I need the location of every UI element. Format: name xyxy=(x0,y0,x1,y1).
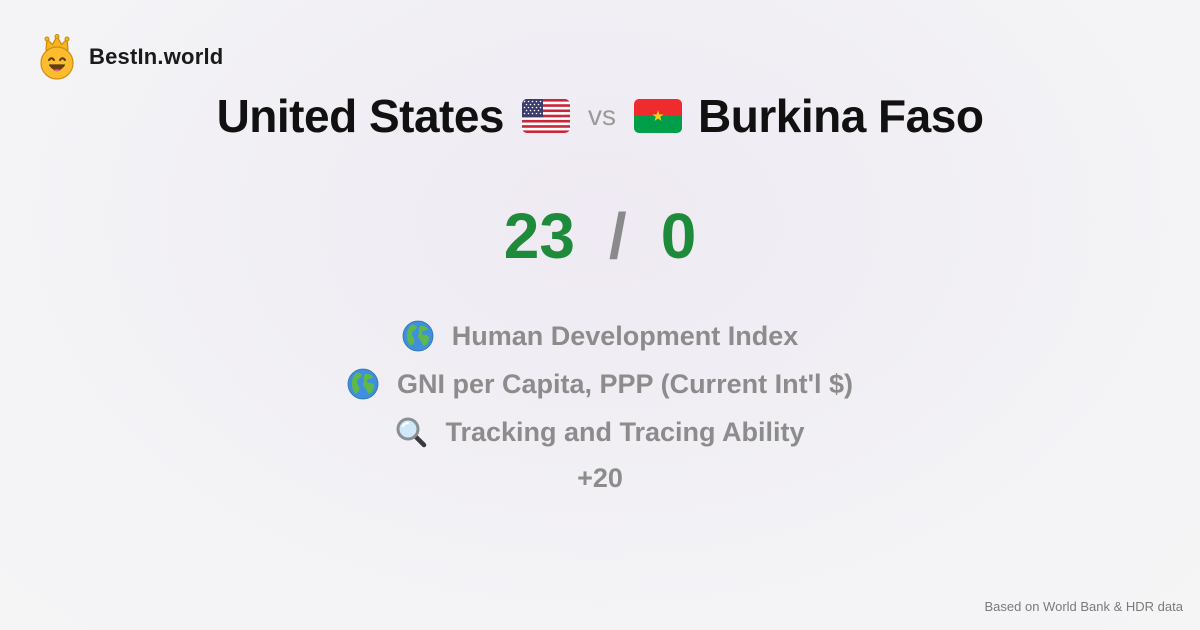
metric-item: Human Development Index xyxy=(0,312,1200,360)
magnifying-glass-icon xyxy=(396,417,427,448)
brand-name: BestIn.world xyxy=(89,44,224,69)
comparison-title: United States vs Burkina Faso xyxy=(0,86,1200,146)
left-score: 23 xyxy=(503,200,575,272)
metric-item: GNI per Capita, PPP (Current Int'l $) xyxy=(0,360,1200,408)
metric-label: GNI per Capita, PPP (Current Int'l $) xyxy=(397,368,853,399)
burkina-faso-flag-icon xyxy=(634,99,683,133)
right-country-name: Burkina Faso xyxy=(698,90,984,142)
metric-label: Human Development Index xyxy=(451,320,799,351)
score: 23 / 0 xyxy=(0,196,1200,276)
brand[interactable]: BestIn.world xyxy=(38,34,223,80)
smiling-face-crown-icon xyxy=(40,34,74,80)
globe-icon xyxy=(402,320,434,352)
data-source-note: Based on World Bank & HDR data xyxy=(984,599,1183,614)
more-metrics-count: +20 xyxy=(577,463,623,493)
vs-label: vs xyxy=(588,100,617,131)
us-flag-icon xyxy=(522,99,571,133)
right-score: 0 xyxy=(660,200,697,272)
metric-item: Tracking and Tracing Ability xyxy=(0,408,1200,456)
left-country-name: United States xyxy=(216,90,505,142)
globe-icon xyxy=(347,368,379,400)
score-separator: / xyxy=(608,200,627,272)
metric-label: Tracking and Tracing Ability xyxy=(445,416,805,447)
metric-list: Human Development Index GNI per Capita, … xyxy=(0,312,1200,456)
